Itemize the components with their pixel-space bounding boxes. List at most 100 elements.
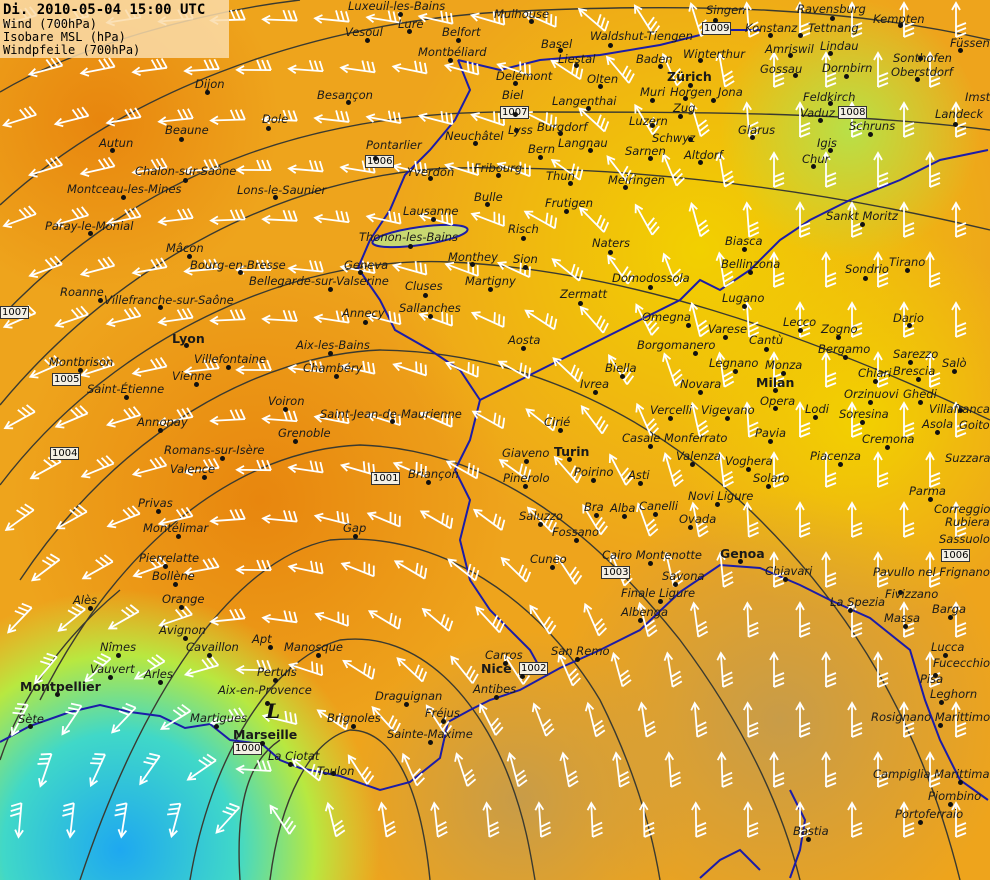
city-label: Montélimar — [143, 521, 209, 535]
barb-feather — [773, 172, 785, 178]
barb-feather — [540, 831, 552, 838]
barb-feather — [698, 124, 709, 133]
arrow-head — [634, 203, 644, 214]
barb-feather — [545, 212, 549, 224]
barb-feather — [436, 821, 447, 828]
city-label: Luzern — [629, 114, 668, 128]
barb-feather — [18, 208, 28, 219]
city-label: Winterthur — [683, 47, 745, 61]
arrow-head — [450, 655, 460, 665]
arrow-head — [287, 463, 298, 474]
arrow-head — [821, 151, 831, 161]
wind-barb — [951, 601, 967, 638]
city-label: Campiglia Marittima — [873, 767, 990, 781]
barb-feather — [62, 807, 74, 812]
barb-feather — [186, 407, 194, 418]
barb-feather — [49, 257, 58, 267]
arrow-head — [105, 418, 116, 428]
wind-barb — [821, 751, 837, 788]
barb-feather — [650, 427, 660, 437]
city-marker — [158, 305, 163, 310]
wind-barb — [951, 401, 967, 438]
city-marker — [746, 467, 751, 472]
arrow-head — [795, 501, 805, 511]
wind-barb — [417, 110, 454, 126]
wind-barb — [450, 655, 479, 684]
arrow-head — [444, 261, 455, 271]
barb-feather — [644, 831, 655, 838]
barb-feather — [385, 825, 396, 833]
wind-barb — [899, 401, 915, 438]
wind-barb — [899, 101, 915, 138]
barb-feather — [397, 112, 402, 124]
barb-feather — [696, 721, 707, 728]
arrow-head — [430, 801, 440, 811]
wind-barb — [821, 51, 837, 88]
wind-barb — [951, 801, 967, 838]
barb-feather — [591, 821, 603, 828]
arrow-head — [392, 461, 403, 471]
barb-feather — [118, 710, 130, 716]
barb-feather — [62, 812, 74, 817]
barb-feather — [624, 270, 632, 281]
wind-barb — [821, 451, 837, 488]
arrow-head — [899, 1, 909, 11]
barb-feather — [99, 556, 110, 565]
wind-barb — [367, 610, 402, 630]
arrow-head — [417, 13, 428, 23]
arrow-head — [209, 616, 219, 626]
barb-feather — [648, 322, 658, 332]
city-marker — [916, 377, 921, 382]
arrow-head — [847, 1, 857, 11]
barb-feather — [17, 702, 28, 706]
city-marker — [202, 475, 207, 480]
barb-feather — [799, 27, 811, 33]
barb-feather — [97, 358, 106, 369]
arrow-head — [821, 751, 831, 761]
wind-barb — [523, 210, 558, 230]
barb-feather — [929, 472, 941, 478]
barb-feather — [124, 109, 132, 120]
barb-feather — [955, 422, 967, 428]
city-label: Aix-les-Bains — [296, 338, 370, 352]
barb-feather — [73, 506, 84, 515]
arrow-head — [261, 114, 271, 125]
city-label: Genoa — [720, 546, 765, 561]
barb-feather — [345, 718, 350, 730]
city-label: Oberstdorf — [891, 65, 953, 79]
wind-barb — [951, 501, 967, 538]
isobar-label: 1005 — [52, 373, 82, 386]
barb-feather — [134, 107, 142, 118]
barb-feather — [672, 168, 682, 178]
barb-feather — [570, 263, 576, 275]
wind-barb — [131, 57, 168, 77]
city-label: Piacenza — [810, 449, 861, 463]
barb-feather — [283, 610, 288, 622]
city-label: Cantù — [749, 333, 784, 347]
barb-feather — [851, 427, 863, 433]
barb-feather — [213, 58, 220, 70]
barb-feather — [929, 477, 941, 483]
city-marker — [648, 444, 653, 449]
barb-feather — [698, 224, 709, 233]
arrow-head — [105, 117, 116, 127]
barb-feather — [955, 622, 967, 628]
barb-feather — [600, 17, 606, 29]
arrow-head — [743, 701, 753, 711]
barb-feather — [825, 482, 837, 488]
barb-feather — [497, 112, 501, 124]
arrow-head — [742, 201, 753, 211]
barb-feather — [284, 710, 288, 722]
wind-barb — [821, 551, 837, 588]
barb-feather — [622, 471, 632, 482]
city-label: Antibes — [473, 682, 517, 696]
arrow-head — [847, 301, 857, 311]
barb-feather — [773, 477, 785, 483]
barb-feather — [624, 69, 632, 80]
city-label: Besançon — [317, 88, 373, 102]
barb-feather — [522, 674, 531, 685]
wind-barb — [79, 57, 116, 77]
barb-feather — [825, 282, 837, 288]
city-label: Rubiera — [945, 515, 990, 529]
